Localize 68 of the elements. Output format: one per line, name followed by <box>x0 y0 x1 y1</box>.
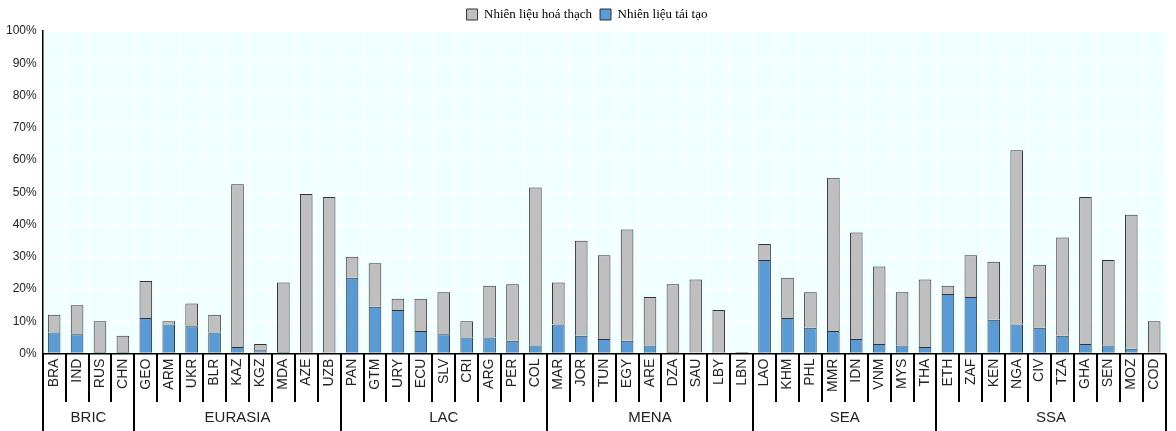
text: SSA <box>1036 407 1067 425</box>
x-tick-label: EGY <box>617 357 634 389</box>
x-tick-label: NGA <box>1007 357 1024 389</box>
x-tick-label: ZAF <box>961 358 978 386</box>
x-tick-label: SEN <box>1099 358 1116 388</box>
y-tick-label: 0% <box>19 345 38 360</box>
x-tick-label: UZB <box>320 358 337 387</box>
y-tick-label: 90% <box>12 55 38 70</box>
x-tick-label: LAO <box>755 358 772 387</box>
x-tick-label: CIV <box>1030 357 1047 382</box>
x-tick-label: IDN <box>847 358 864 383</box>
x-tick-label: IND <box>67 358 84 383</box>
x-tick-label: KEN <box>984 358 1001 388</box>
x-tick-label: ETH <box>938 358 955 387</box>
legend-label: Nhiên liệu hoá thạch <box>484 5 593 21</box>
x-tick-label: TZA <box>1053 357 1070 386</box>
x-tick-label: ARG <box>480 358 497 389</box>
y-tick-label: 100% <box>5 23 38 38</box>
x-tick-label: MOZ <box>1122 358 1139 390</box>
y-tick-label: 50% <box>12 184 38 199</box>
x-tick-label: SAU <box>686 358 703 388</box>
x-tick-label: PAN <box>342 358 359 387</box>
x-tick-label: GTM <box>365 358 382 390</box>
x-tick-label: LBY <box>709 357 726 386</box>
x-tick-label: TUN <box>595 358 612 388</box>
x-tick-label: PHL <box>801 358 818 386</box>
x-tick-label: KGZ <box>251 358 268 388</box>
x-tick-label: MDA <box>274 357 291 390</box>
x-tick-label: URY <box>388 357 405 388</box>
x-tick-label: COD <box>1145 358 1162 390</box>
x-tick-label: RUS <box>90 358 107 389</box>
x-tick-label: GEO <box>136 358 153 390</box>
y-tick-label: 30% <box>12 249 38 264</box>
x-tick-label: ARM <box>159 358 176 390</box>
x-tick-label: MAR <box>549 358 566 390</box>
text: BRIC <box>70 407 107 425</box>
x-tick-label: UKR <box>182 358 199 389</box>
x-tick-label: MYS <box>892 358 909 389</box>
x-tick-label: LBN <box>732 358 749 386</box>
x-tick-label: CHN <box>113 358 130 389</box>
x-tick-label: CRI <box>457 358 474 383</box>
y-tick-label: 40% <box>12 216 38 231</box>
x-tick-label: BLR <box>205 358 222 386</box>
y-tick-label: 80% <box>12 87 38 102</box>
x-tick-label: DZA <box>663 357 680 387</box>
x-tick-label: PER <box>503 358 520 388</box>
x-tick-label: KAZ <box>228 358 245 386</box>
text: EURASIA <box>204 407 271 425</box>
y-tick-label: 60% <box>12 152 38 167</box>
y-tick-label: 10% <box>12 313 38 328</box>
x-tick-label: BRA <box>45 357 62 388</box>
x-tick-label: VNM <box>870 358 887 390</box>
y-tick-label: 70% <box>12 120 38 135</box>
x-tick-label: ARE <box>640 358 657 388</box>
x-tick-label: THA <box>915 357 932 387</box>
text: LAC <box>429 407 459 425</box>
x-tick-label: JOR <box>572 358 589 387</box>
x-tick-label: SLV <box>434 357 451 384</box>
text: MENA <box>628 407 672 425</box>
x-tick-label: COL <box>526 358 543 388</box>
x-tick-label: AZE <box>297 358 314 386</box>
x-tick-label: MMR <box>824 358 841 392</box>
x-tick-label: KHM <box>778 358 795 390</box>
text: SEA <box>829 407 860 425</box>
y-tick-label: 20% <box>12 281 38 296</box>
x-tick-label: ECU <box>411 358 428 389</box>
legend-label: Nhiên liệu tái tạo <box>617 5 708 21</box>
x-tick-label: GHA <box>1076 357 1093 389</box>
